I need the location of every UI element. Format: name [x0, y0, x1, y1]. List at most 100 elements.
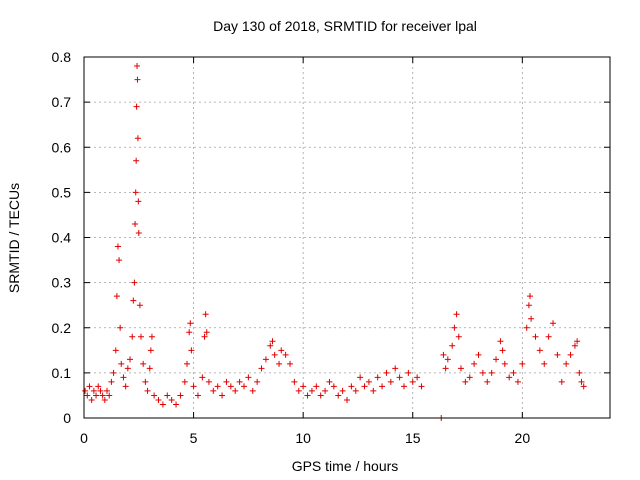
- data-point: [449, 342, 456, 349]
- data-point: [245, 374, 252, 381]
- data-point: [122, 383, 129, 390]
- data-point: [132, 189, 139, 196]
- data-point: [567, 351, 574, 358]
- data-point: [136, 302, 143, 309]
- data-point: [177, 392, 184, 399]
- data-point: [414, 374, 421, 381]
- data-points: [82, 63, 587, 421]
- data-point: [379, 383, 386, 390]
- plot-frame: [83, 56, 611, 419]
- data-point: [93, 392, 100, 399]
- data-point: [563, 360, 570, 367]
- data-point: [322, 387, 329, 394]
- data-point: [383, 369, 390, 376]
- data-point: [276, 360, 283, 367]
- axis-ticks: 0 5 10 15 20 0 0.1 0.2 0.3 0.4 0.5 0.6 0.7 0.8: [52, 49, 610, 446]
- data-point: [135, 229, 142, 236]
- data-point: [186, 329, 193, 336]
- data-point: [254, 378, 261, 385]
- data-point: [112, 347, 119, 354]
- data-point: [258, 365, 265, 372]
- data-point: [236, 378, 243, 385]
- data-point: [462, 378, 469, 385]
- data-point: [525, 302, 532, 309]
- x-tick-label: 0: [80, 430, 88, 446]
- data-point: [194, 392, 201, 399]
- data-point: [267, 342, 274, 349]
- data-point: [129, 333, 136, 340]
- data-point: [151, 392, 158, 399]
- data-point: [155, 396, 162, 403]
- data-point: [317, 392, 324, 399]
- y-tick-label: 0: [63, 410, 71, 426]
- data-point: [146, 365, 153, 372]
- data-point: [418, 383, 425, 390]
- data-point: [84, 392, 91, 399]
- data-point: [86, 383, 93, 390]
- data-point: [484, 378, 491, 385]
- data-point: [116, 257, 123, 264]
- data-point: [106, 392, 113, 399]
- data-point: [190, 383, 197, 390]
- data-point: [227, 383, 234, 390]
- data-point: [144, 387, 151, 394]
- data-point: [330, 383, 337, 390]
- data-point: [99, 392, 106, 399]
- data-point: [124, 365, 131, 372]
- data-point: [409, 378, 416, 385]
- data-point: [110, 369, 117, 376]
- data-point: [578, 378, 585, 385]
- data-point: [104, 387, 111, 394]
- data-point: [159, 401, 166, 408]
- data-point: [550, 320, 557, 327]
- data-point: [287, 360, 294, 367]
- data-point: [400, 383, 407, 390]
- data-point: [365, 378, 372, 385]
- data-point: [181, 378, 188, 385]
- data-point: [451, 324, 458, 331]
- data-point: [514, 378, 521, 385]
- data-point: [558, 378, 565, 385]
- data-point: [173, 401, 180, 408]
- data-point: [493, 356, 500, 363]
- data-point: [134, 135, 141, 142]
- data-point: [201, 333, 208, 340]
- data-point: [361, 383, 368, 390]
- data-point: [304, 392, 311, 399]
- y-tick-label: 0.6: [52, 139, 72, 155]
- data-point: [313, 383, 320, 390]
- data-point: [326, 378, 333, 385]
- data-point: [249, 387, 256, 394]
- data-point: [475, 351, 482, 358]
- data-point: [571, 342, 578, 349]
- data-point: [479, 369, 486, 376]
- gridlines: [84, 57, 610, 418]
- data-point: [499, 347, 506, 354]
- data-point: [488, 369, 495, 376]
- data-point: [392, 365, 399, 372]
- y-tick-label: 0.7: [52, 94, 72, 110]
- data-point: [82, 387, 89, 394]
- data-point: [184, 360, 191, 367]
- data-point: [335, 392, 342, 399]
- data-point: [140, 360, 147, 367]
- data-point: [127, 356, 134, 363]
- y-tick-label: 0.5: [52, 184, 72, 200]
- data-point: [131, 279, 138, 286]
- data-point: [168, 396, 175, 403]
- data-point: [187, 320, 194, 327]
- data-point: [370, 387, 377, 394]
- data-point: [528, 315, 535, 322]
- data-point: [95, 383, 102, 390]
- data-point: [108, 378, 115, 385]
- data-point: [523, 324, 530, 331]
- data-point: [88, 396, 95, 403]
- data-point: [295, 387, 302, 394]
- data-point: [576, 369, 583, 376]
- data-point: [203, 329, 210, 336]
- data-point: [471, 360, 478, 367]
- data-point: [574, 338, 581, 345]
- y-axis-label: SRMTID / TECUs: [6, 183, 22, 293]
- x-tick-label: 10: [295, 430, 311, 446]
- data-point: [510, 369, 517, 376]
